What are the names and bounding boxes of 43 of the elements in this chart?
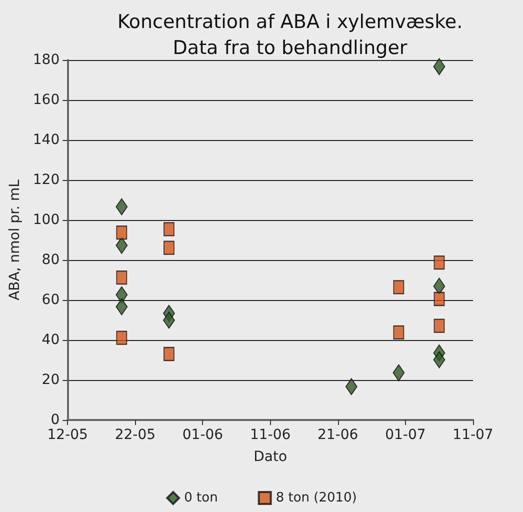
x-tick-label: 22-05 bbox=[114, 427, 156, 443]
x-tick-label: 11-06 bbox=[250, 427, 291, 443]
point bbox=[163, 240, 174, 255]
y-tick-label: 120 bbox=[32, 172, 60, 188]
point bbox=[163, 347, 174, 361]
chart-title: Koncentration af ABA i xylemvæske. Data fra to behandlinger bbox=[117, 11, 463, 59]
point bbox=[116, 270, 128, 285]
x-tick-label: 12-05 bbox=[47, 427, 88, 443]
y-tick-label: 60 bbox=[42, 292, 60, 308]
y-tick-label: 20 bbox=[42, 372, 60, 388]
y-tick-label: 0 bbox=[50, 412, 60, 428]
y-tick-label: 40 bbox=[42, 332, 60, 348]
x-tick-label: 01-07 bbox=[385, 427, 426, 443]
point bbox=[433, 278, 446, 295]
point bbox=[116, 226, 128, 240]
point bbox=[163, 222, 174, 236]
y-tick-label: 180 bbox=[32, 52, 60, 68]
legend-label: 0 ton bbox=[184, 490, 218, 506]
y-tick-label: 140 bbox=[32, 132, 60, 148]
point bbox=[345, 378, 358, 396]
point bbox=[434, 256, 445, 270]
point bbox=[116, 198, 128, 216]
y-tick-label: 80 bbox=[42, 252, 60, 268]
y-tick-label: 160 bbox=[32, 92, 60, 108]
point bbox=[393, 280, 404, 294]
y-tick-label: 100 bbox=[32, 212, 60, 228]
x-tick-label: 01-06 bbox=[182, 427, 224, 443]
point bbox=[116, 330, 128, 345]
point bbox=[162, 312, 175, 329]
point bbox=[116, 286, 128, 304]
point bbox=[433, 58, 446, 76]
legend-label: 8 ton (2010) bbox=[276, 490, 357, 506]
x-tick-label: 11-07 bbox=[452, 427, 494, 443]
y-axis-title: ABA, nmol pr. mL bbox=[7, 179, 23, 300]
point bbox=[116, 298, 128, 316]
x-axis-title: Dato bbox=[254, 449, 288, 465]
point bbox=[433, 351, 446, 368]
point bbox=[434, 318, 445, 333]
point bbox=[392, 364, 405, 382]
point bbox=[393, 325, 404, 340]
x-tick-label: 21-06 bbox=[318, 427, 358, 443]
point bbox=[116, 236, 128, 254]
point bbox=[434, 292, 445, 306]
